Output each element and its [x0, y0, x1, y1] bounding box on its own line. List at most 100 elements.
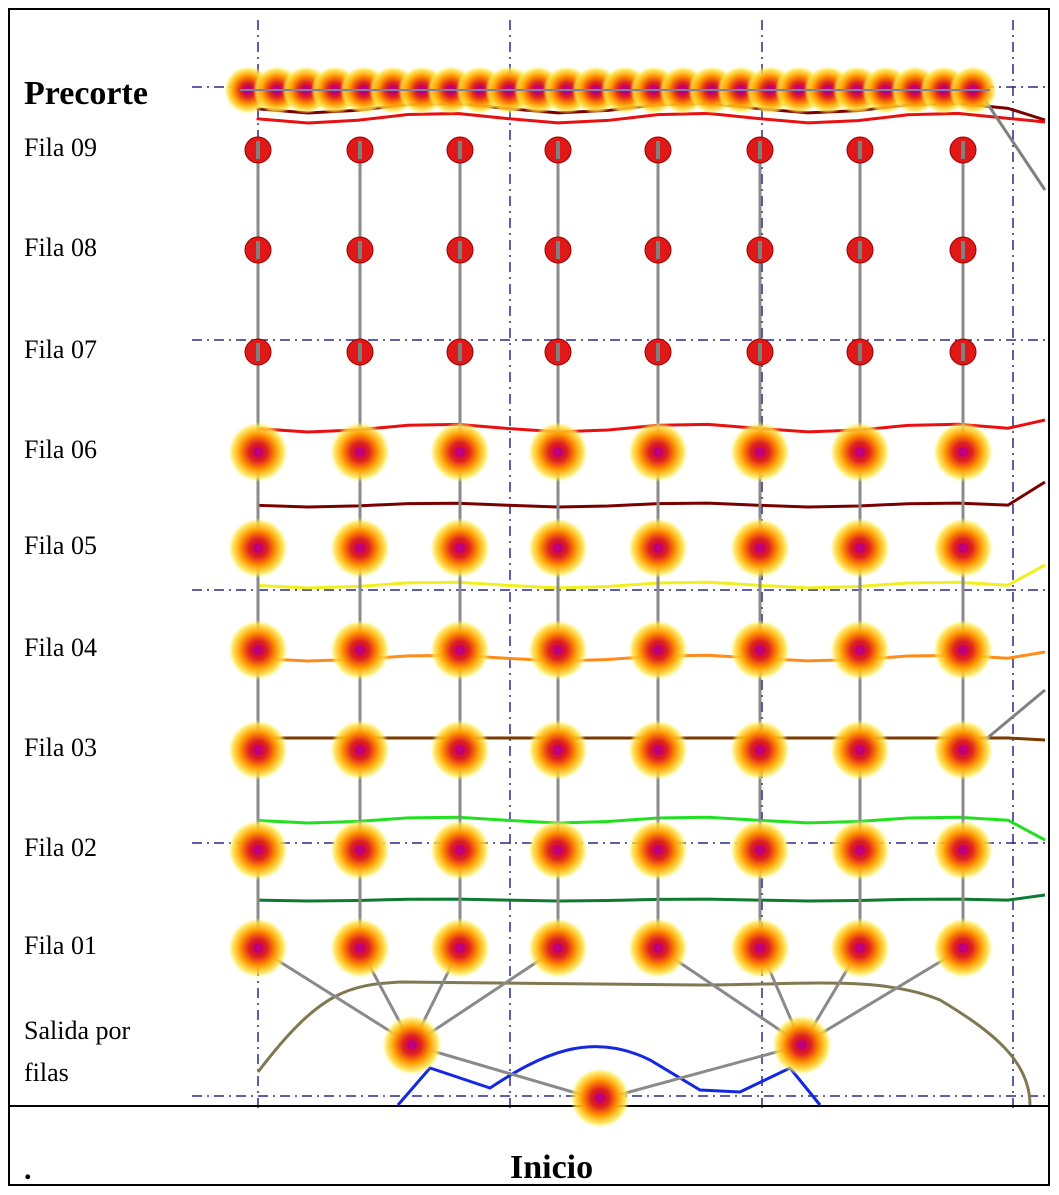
hole-center	[553, 543, 563, 553]
hole-center	[653, 543, 663, 553]
hole-center	[595, 1093, 605, 1103]
hole-core	[961, 343, 965, 361]
hole-center	[755, 943, 765, 953]
hole-core	[858, 141, 862, 159]
row-label: Fila 03	[24, 733, 97, 762]
hole-core	[458, 241, 462, 259]
hole-core	[758, 141, 762, 159]
row-label: Fila 04	[24, 633, 97, 662]
hole-center	[355, 943, 365, 953]
hole-center	[653, 943, 663, 953]
hole-core	[656, 241, 660, 259]
hole-core	[556, 141, 560, 159]
gray-line	[983, 99, 1047, 191]
hole-center	[455, 943, 465, 953]
hole-center	[253, 943, 263, 953]
connector	[801, 946, 964, 1047]
hole-center	[855, 745, 865, 755]
hole-center	[253, 543, 263, 553]
hole-center	[755, 543, 765, 553]
frame	[8, 8, 1050, 1186]
hole-center	[355, 543, 365, 553]
contour-line	[396, 1045, 822, 1106]
hole-center	[755, 745, 765, 755]
row-label: Fila 02	[24, 833, 97, 862]
hole-center	[553, 943, 563, 953]
hole-center	[553, 645, 563, 655]
hole-center	[797, 1040, 807, 1050]
hole-center	[455, 645, 465, 655]
hole-core	[758, 343, 762, 361]
contour-line	[256, 815, 1046, 842]
hole-center	[653, 645, 663, 655]
hole-core	[961, 241, 965, 259]
hole-center	[855, 845, 865, 855]
dot-label: .	[24, 1153, 32, 1186]
hole-center	[755, 645, 765, 655]
hole-center	[958, 645, 968, 655]
gray-line	[984, 688, 1046, 742]
contour-line	[256, 111, 1046, 125]
hole-center	[455, 745, 465, 755]
hole-core	[358, 343, 362, 361]
hole-core	[256, 241, 260, 259]
hole-center	[253, 447, 263, 457]
hole-core	[358, 241, 362, 259]
contour-line	[256, 480, 1046, 509]
connector	[599, 1043, 803, 1102]
hole-core	[656, 141, 660, 159]
hole-core	[458, 141, 462, 159]
hole-core	[358, 141, 362, 159]
hole-center	[553, 447, 563, 457]
hole-center	[958, 447, 968, 457]
hole-center	[355, 845, 365, 855]
hole-center	[755, 447, 765, 457]
hole-center	[355, 745, 365, 755]
hole-center	[958, 745, 968, 755]
hole-center	[455, 845, 465, 855]
hole-center	[407, 1040, 417, 1050]
hole-center	[355, 645, 365, 655]
hole-center	[355, 447, 365, 457]
connector	[411, 1043, 601, 1102]
hole-center	[653, 745, 663, 755]
hole-core	[758, 241, 762, 259]
hole-core	[256, 141, 260, 159]
hole-center	[455, 543, 465, 553]
hole-core	[458, 343, 462, 361]
row-label: Fila 07	[24, 335, 97, 364]
contour-line	[256, 563, 1046, 590]
hole-center	[755, 845, 765, 855]
hole-center	[855, 447, 865, 457]
hole-center	[253, 645, 263, 655]
hole-core	[556, 241, 560, 259]
hole-center	[653, 845, 663, 855]
contour-line	[256, 893, 1046, 903]
hole-center	[855, 543, 865, 553]
connector	[257, 946, 413, 1047]
hole-core	[858, 343, 862, 361]
salida-label: Salida por filas	[24, 1016, 131, 1087]
hole-core	[858, 241, 862, 259]
row-label: Fila 08	[24, 233, 97, 262]
hole-center	[855, 645, 865, 655]
row-label: Fila 05	[24, 531, 97, 560]
hole-center	[958, 845, 968, 855]
row-label: Fila 06	[24, 435, 97, 464]
hole-core	[556, 343, 560, 361]
hole-center	[958, 543, 968, 553]
precorte-label: Precorte	[24, 75, 148, 112]
hole-center	[653, 447, 663, 457]
row-label: Fila 09	[24, 133, 97, 162]
hole-center	[958, 943, 968, 953]
hole-core	[256, 343, 260, 361]
hole-core	[656, 343, 660, 361]
hole-center	[553, 845, 563, 855]
hole-center	[253, 845, 263, 855]
hole-core	[961, 141, 965, 159]
hole-center	[253, 745, 263, 755]
inicio-label: Inicio	[510, 1149, 594, 1186]
hole-center	[553, 745, 563, 755]
